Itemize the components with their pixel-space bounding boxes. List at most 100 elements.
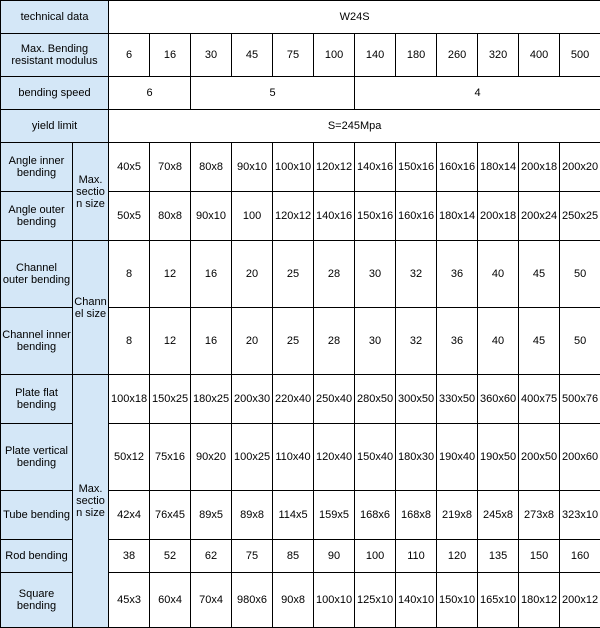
row-channel-outer: Channel outer bending Channel size 8 12 …	[1, 241, 600, 308]
ai-4: 100x10	[273, 143, 314, 192]
ai-11: 200x20	[560, 143, 600, 192]
sq-9: 165x10	[478, 573, 519, 628]
max-bending-1: 16	[150, 34, 191, 77]
ci-9: 40	[478, 308, 519, 375]
speed-group-1: 5	[191, 77, 355, 110]
ao-6: 150x16	[355, 192, 396, 241]
pv-5: 120x40	[314, 424, 355, 491]
co-11: 50	[560, 241, 600, 308]
max-bending-5: 100	[314, 34, 355, 77]
yield-limit-value: S=245Mpa	[109, 110, 600, 143]
pv-10: 200x50	[519, 424, 560, 491]
ai-7: 150x16	[396, 143, 437, 192]
ai-9: 180x14	[478, 143, 519, 192]
co-1: 12	[150, 241, 191, 308]
ci-1: 12	[150, 308, 191, 375]
model-value: W24S	[109, 1, 600, 34]
ai-2: 80x8	[191, 143, 232, 192]
max-bending-11: 500	[560, 34, 600, 77]
ao-11: 250x25	[560, 192, 600, 241]
pf-6: 280x50	[355, 375, 396, 424]
angle-inner-label: Angle inner bending	[1, 143, 73, 192]
pv-1: 75x16	[150, 424, 191, 491]
sq-8: 150x10	[437, 573, 478, 628]
row-yield-limit: yield limit S=245Mpa	[1, 110, 600, 143]
ao-3: 100	[232, 192, 273, 241]
speed-group-2: 4	[355, 77, 600, 110]
plate-flat-label: Plate flat bending	[1, 375, 73, 424]
plate-vertical-label: Plate vertical bending	[1, 424, 73, 491]
ai-5: 120x12	[314, 143, 355, 192]
pf-1: 150x25	[150, 375, 191, 424]
ai-6: 140x16	[355, 143, 396, 192]
ci-3: 20	[232, 308, 273, 375]
pf-5: 250x40	[314, 375, 355, 424]
max-section-header-2: Max. section size	[73, 375, 109, 628]
tb-10: 273x8	[519, 491, 560, 540]
max-bending-6: 140	[355, 34, 396, 77]
tb-8: 219x8	[437, 491, 478, 540]
sq-5: 100x10	[314, 573, 355, 628]
tb-0: 42x4	[109, 491, 150, 540]
tb-5: 159x5	[314, 491, 355, 540]
tb-1: 76x45	[150, 491, 191, 540]
pf-0: 100x18	[109, 375, 150, 424]
ao-4: 120x12	[273, 192, 314, 241]
tb-2: 89x5	[191, 491, 232, 540]
ao-5: 140x16	[314, 192, 355, 241]
ci-7: 32	[396, 308, 437, 375]
ci-8: 36	[437, 308, 478, 375]
pf-2: 180x25	[191, 375, 232, 424]
sq-0: 45x3	[109, 573, 150, 628]
ai-8: 160x16	[437, 143, 478, 192]
sq-3: 980x6	[232, 573, 273, 628]
max-bending-label: Max. Bending resistant modulus	[1, 34, 109, 77]
angle-outer-label: Angle outer bending	[1, 192, 73, 241]
pf-3: 200x30	[232, 375, 273, 424]
max-bending-7: 180	[396, 34, 437, 77]
co-7: 32	[396, 241, 437, 308]
max-bending-4: 75	[273, 34, 314, 77]
row-angle-inner: Angle inner bending Max. section size 40…	[1, 143, 600, 192]
tb-3: 89x8	[232, 491, 273, 540]
pf-7: 300x50	[396, 375, 437, 424]
sq-1: 60x4	[150, 573, 191, 628]
tb-9: 245x8	[478, 491, 519, 540]
channel-inner-label: Channel inner bending	[1, 308, 73, 375]
max-section-header: Max. section size	[73, 143, 109, 241]
ci-0: 8	[109, 308, 150, 375]
pv-2: 90x20	[191, 424, 232, 491]
ao-2: 90x10	[191, 192, 232, 241]
speed-group-0: 6	[109, 77, 191, 110]
max-bending-3: 45	[232, 34, 273, 77]
co-9: 40	[478, 241, 519, 308]
yield-limit-label: yield limit	[1, 110, 109, 143]
pv-3: 100x25	[232, 424, 273, 491]
pv-8: 190x40	[437, 424, 478, 491]
ci-4: 25	[273, 308, 314, 375]
ai-3: 90x10	[232, 143, 273, 192]
sq-10: 180x12	[519, 573, 560, 628]
co-5: 28	[314, 241, 355, 308]
row-technical-data: technical data W24S	[1, 1, 600, 34]
pf-4: 220x40	[273, 375, 314, 424]
pv-6: 150x40	[355, 424, 396, 491]
sq-7: 140x10	[396, 573, 437, 628]
ai-10: 200x18	[519, 143, 560, 192]
pf-11: 500x76	[560, 375, 600, 424]
tb-4: 114x5	[273, 491, 314, 540]
ci-10: 45	[519, 308, 560, 375]
max-bending-8: 260	[437, 34, 478, 77]
channel-size-header: Channel size	[73, 241, 109, 375]
pf-8: 330x50	[437, 375, 478, 424]
pv-4: 110x40	[273, 424, 314, 491]
row-plate-flat: Plate flat bending Max. section size 100…	[1, 375, 600, 424]
ai-1: 70x8	[150, 143, 191, 192]
row-bending-speed: bending speed 6 5 4	[1, 77, 600, 110]
pv-9: 190x50	[478, 424, 519, 491]
co-4: 25	[273, 241, 314, 308]
technical-data-label: technical data	[1, 1, 109, 34]
pf-10: 400x75	[519, 375, 560, 424]
ci-11: 50	[560, 308, 600, 375]
sq-2: 70x4	[191, 573, 232, 628]
